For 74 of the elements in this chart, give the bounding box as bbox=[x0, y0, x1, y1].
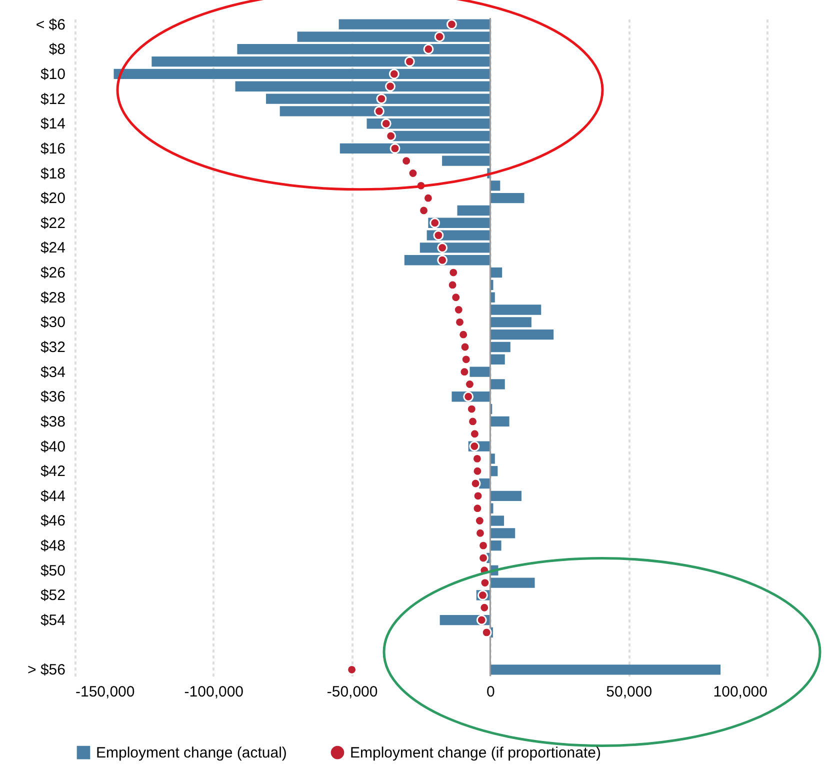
point bbox=[453, 304, 464, 315]
x-tick-label: 100,000 bbox=[713, 684, 768, 700]
point bbox=[460, 342, 470, 352]
y-tick-label: $50 bbox=[40, 562, 66, 580]
x-tick-label: -100,000 bbox=[184, 684, 244, 700]
point bbox=[408, 168, 418, 178]
point bbox=[478, 540, 488, 551]
y-tick-label: $36 bbox=[40, 388, 66, 406]
point bbox=[470, 478, 481, 489]
y-tick-label: $14 bbox=[40, 116, 66, 133]
point bbox=[466, 404, 477, 414]
point bbox=[434, 32, 445, 42]
y-tick-label: $26 bbox=[40, 264, 66, 282]
y-tick-label: $10 bbox=[40, 66, 66, 83]
point bbox=[479, 602, 490, 613]
legend-label: Employment change (actual) bbox=[96, 744, 287, 762]
point bbox=[374, 106, 384, 116]
x-tick-label: 0 bbox=[486, 684, 495, 700]
point bbox=[437, 242, 448, 253]
point bbox=[478, 552, 488, 564]
y-tick-label: > $56 bbox=[28, 662, 66, 679]
y-tick-label: $34 bbox=[40, 364, 66, 381]
y-tick-label: $20 bbox=[40, 190, 66, 208]
point bbox=[472, 466, 483, 476]
point bbox=[418, 205, 429, 216]
point bbox=[386, 130, 396, 142]
point bbox=[447, 280, 458, 290]
point bbox=[460, 354, 472, 365]
y-tick-label: $24 bbox=[40, 240, 66, 257]
point bbox=[380, 118, 392, 129]
y-tick-label: $30 bbox=[40, 314, 66, 332]
y-tick-label: $32 bbox=[40, 339, 66, 356]
y-tick-label: $54 bbox=[40, 612, 66, 630]
point bbox=[463, 391, 474, 402]
y-tick-label: $22 bbox=[40, 214, 66, 232]
y-tick-label: $12 bbox=[40, 90, 66, 108]
legend-label: Employment change (if proportionate) bbox=[350, 744, 601, 762]
y-tick-label: $48 bbox=[40, 538, 66, 555]
point bbox=[404, 56, 415, 67]
point bbox=[468, 416, 478, 427]
y-tick-label: $52 bbox=[40, 587, 66, 604]
point bbox=[433, 230, 444, 241]
point bbox=[388, 68, 400, 80]
point bbox=[472, 490, 484, 502]
point bbox=[446, 19, 457, 30]
point bbox=[437, 254, 448, 266]
y-tick-label: $16 bbox=[40, 140, 66, 158]
point bbox=[376, 94, 387, 104]
y-tick-label: $44 bbox=[40, 488, 66, 505]
y-tick-label: $46 bbox=[40, 512, 66, 530]
y-tick-label: $42 bbox=[40, 463, 66, 480]
y-tick-label: $38 bbox=[40, 413, 66, 430]
y-tick-label: $28 bbox=[40, 289, 66, 306]
point bbox=[458, 329, 469, 340]
point bbox=[450, 292, 462, 303]
x-tick-label: -50,000 bbox=[326, 684, 378, 700]
y-tick-label: < $6 bbox=[36, 16, 66, 34]
point bbox=[448, 267, 459, 278]
point bbox=[423, 44, 434, 54]
point bbox=[481, 627, 492, 638]
y-tick-label: $18 bbox=[40, 165, 66, 182]
point bbox=[474, 516, 485, 526]
point bbox=[475, 528, 486, 538]
point bbox=[390, 143, 400, 154]
y-tick-label: $40 bbox=[40, 438, 66, 456]
point bbox=[469, 441, 480, 452]
point bbox=[476, 614, 487, 626]
point bbox=[401, 156, 412, 166]
x-tick-label: -150,000 bbox=[76, 684, 135, 700]
y-tick-label: $8 bbox=[48, 41, 66, 58]
point bbox=[385, 81, 396, 92]
point bbox=[478, 590, 488, 600]
point bbox=[430, 218, 440, 228]
x-tick-label: 50,000 bbox=[606, 684, 652, 700]
